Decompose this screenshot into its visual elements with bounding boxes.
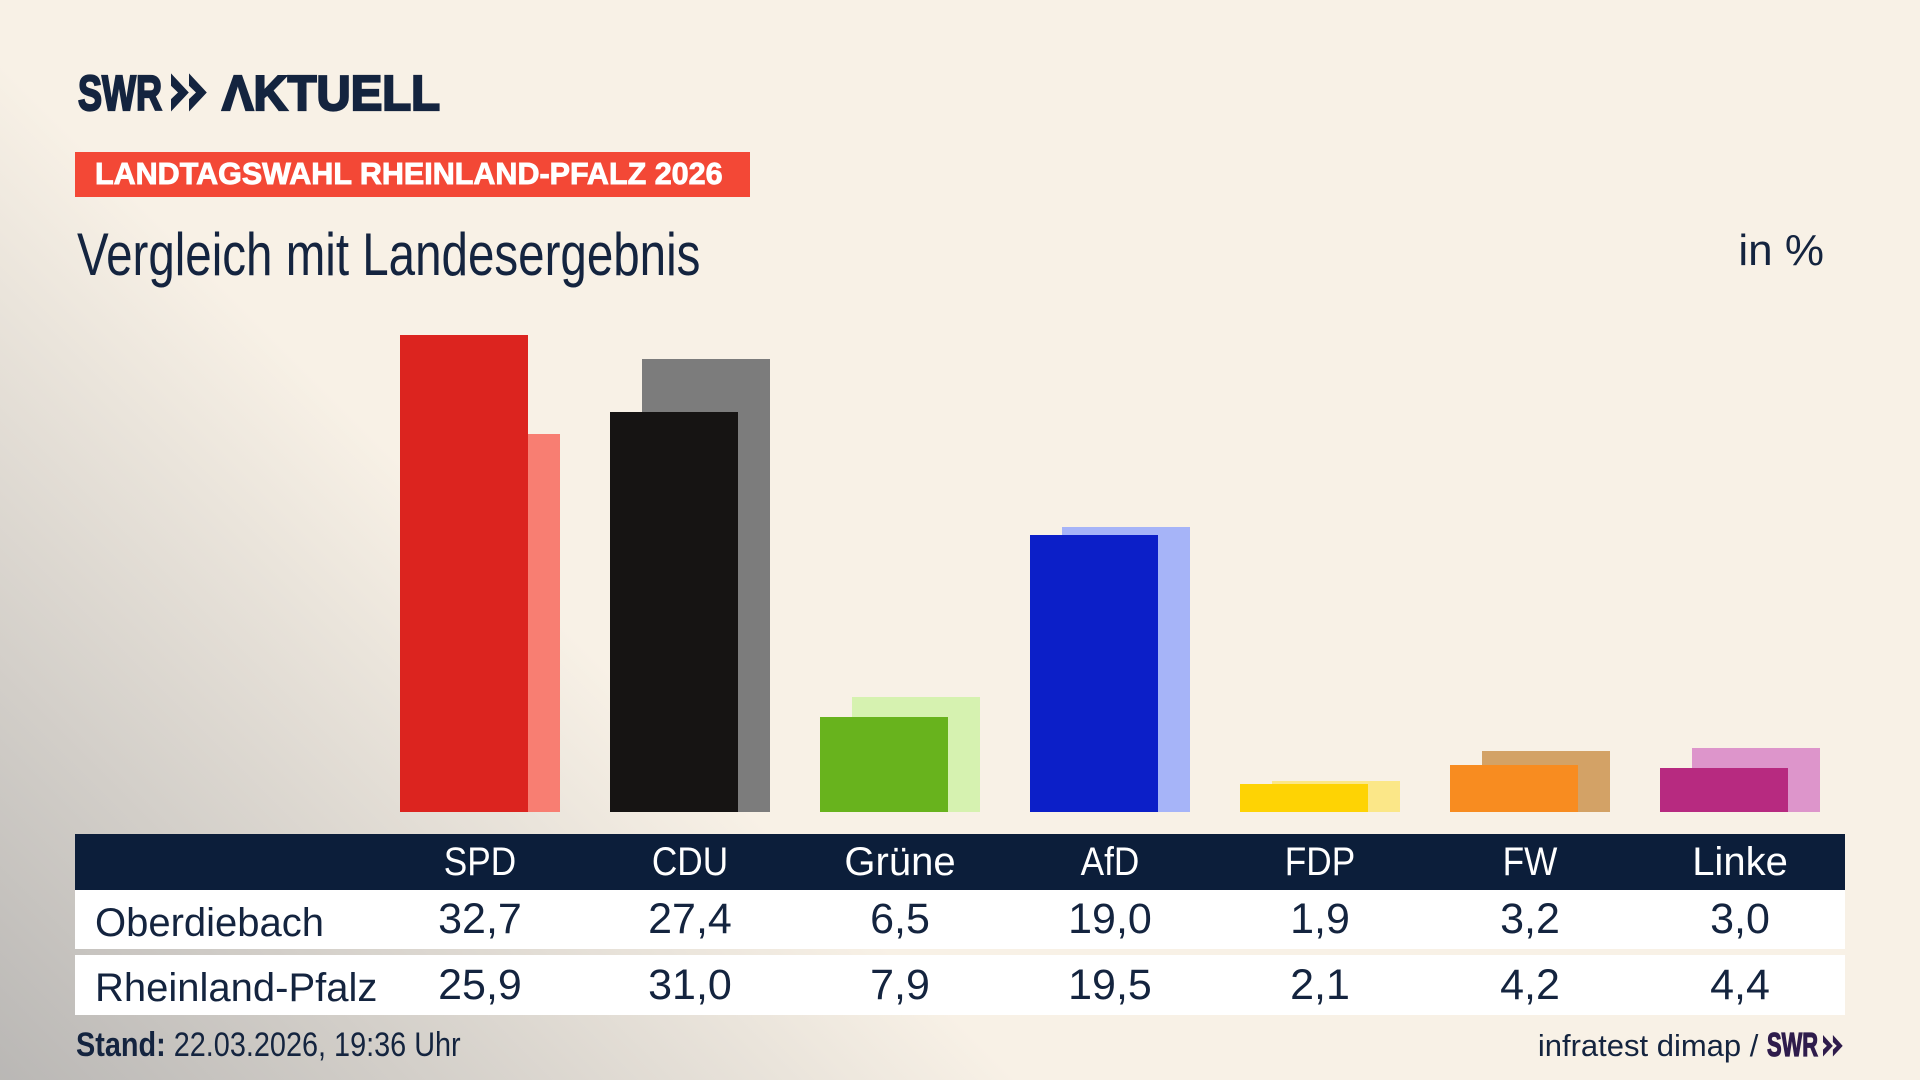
svg-text:SWR: SWR <box>78 66 162 121</box>
svg-text:ΛKTUELL: ΛKTUELL <box>222 66 440 121</box>
svg-text:SWR: SWR <box>1767 1032 1818 1062</box>
